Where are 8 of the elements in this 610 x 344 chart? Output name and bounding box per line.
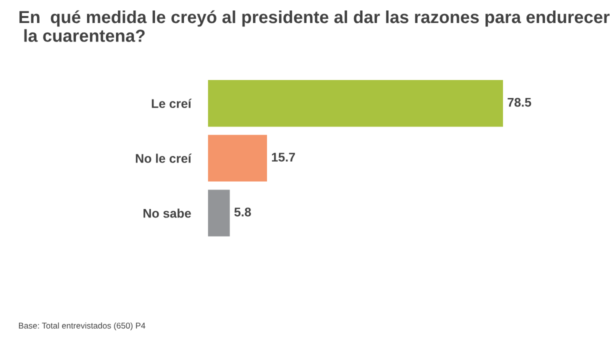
data-label: 5.8 [234, 208, 251, 216]
y-tick-label: Le creí [152, 98, 192, 108]
data-label: 78.5 [508, 98, 532, 107]
data-label: 15.7 [272, 152, 295, 162]
y-tick-label: No le creí [136, 154, 192, 163]
y-tick-label: No sabe [144, 208, 191, 218]
chart-title: En qué medida le creyó al presidente al dar las razones para endurecer la cuarentena? [19, 10, 610, 42]
text: Base: Total entrevistados (650) P4 [18, 322, 146, 330]
